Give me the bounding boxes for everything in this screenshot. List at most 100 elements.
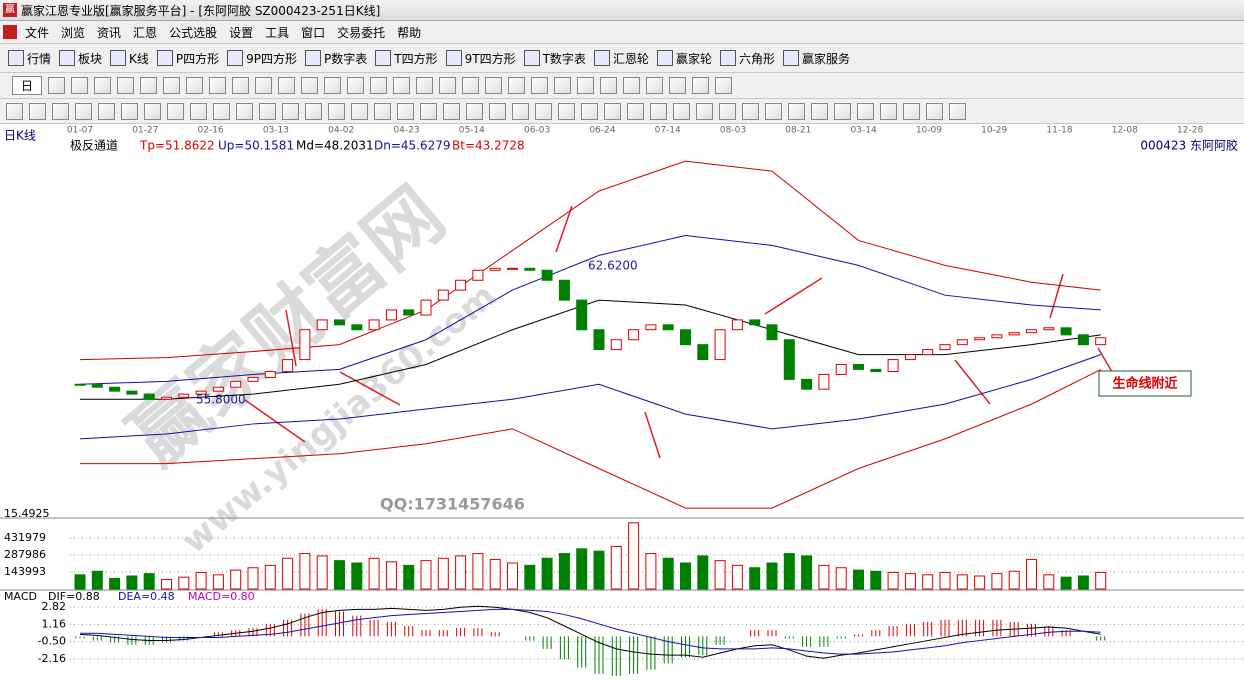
tool-icon[interactable]: [144, 102, 161, 120]
menu-item[interactable]: 交易委托: [337, 25, 386, 40]
volume-bar: [576, 548, 588, 590]
tool-icon[interactable]: [646, 77, 664, 94]
tool-icon[interactable]: [163, 77, 181, 94]
tool-icon[interactable]: [71, 77, 89, 94]
menu-item[interactable]: 窗口: [301, 25, 326, 40]
tool-icon[interactable]: [857, 102, 874, 120]
tool-icon[interactable]: [765, 102, 782, 120]
tool-icon[interactable]: [535, 102, 552, 120]
period-select[interactable]: 日: [12, 76, 43, 95]
toolbar-button[interactable]: 汇恩轮: [593, 50, 649, 67]
menu-item[interactable]: 浏览: [61, 25, 86, 40]
tool-icon[interactable]: [75, 102, 92, 120]
tool-icon[interactable]: [696, 102, 713, 120]
indicator-header: 极反通道 Tp=51.8622 Up=50.1581 Md=48.2031 Dn=45.…: [70, 139, 525, 153]
tool-icon[interactable]: [117, 77, 135, 94]
toolbar-button[interactable]: T数字表: [523, 50, 586, 67]
tool-icon[interactable]: [186, 77, 204, 94]
volume-bar: [1060, 576, 1072, 590]
tool-icon[interactable]: [558, 102, 575, 120]
tool-icon[interactable]: [485, 77, 503, 94]
tool-icon[interactable]: [949, 102, 966, 120]
tool-icon[interactable]: [416, 77, 434, 94]
tool-icon[interactable]: [305, 102, 322, 120]
tool-icon[interactable]: [213, 102, 230, 120]
tool-icon[interactable]: [788, 102, 805, 120]
menu-item[interactable]: 文件: [25, 25, 50, 40]
tool-icon[interactable]: [903, 102, 920, 120]
tool-icon[interactable]: [232, 77, 250, 94]
toolbar-button[interactable]: 六角形: [719, 50, 775, 67]
tool-icon[interactable]: [397, 102, 414, 120]
toolbar-button[interactable]: 赢家轮: [656, 50, 712, 67]
tool-icon[interactable]: [140, 77, 158, 94]
tool-icon[interactable]: [489, 102, 506, 120]
tool-icon[interactable]: [236, 102, 253, 120]
toolbar-button[interactable]: 9P四方形: [227, 50, 297, 67]
menu-item[interactable]: 资讯: [97, 25, 122, 40]
toolbar-button[interactable]: 赢家服务: [782, 50, 850, 67]
tool-icon[interactable]: [811, 102, 828, 120]
tool-icon[interactable]: [834, 102, 851, 120]
toolbar-button[interactable]: T四方形: [375, 50, 438, 67]
tool-icon[interactable]: [393, 77, 411, 94]
band-line: [80, 369, 1101, 509]
tool-icon[interactable]: [94, 77, 112, 94]
tool-icon[interactable]: [48, 77, 66, 94]
menu-item[interactable]: 帮助: [397, 25, 422, 40]
tool-icon[interactable]: [370, 77, 388, 94]
tool-icon[interactable]: [52, 102, 69, 120]
tool-icon[interactable]: [29, 102, 46, 120]
tool-icon[interactable]: [650, 102, 667, 120]
tool-icon[interactable]: [328, 102, 345, 120]
tool-icon[interactable]: [462, 77, 480, 94]
tool-icon[interactable]: [673, 102, 690, 120]
tool-icon[interactable]: [282, 102, 299, 120]
tool-icon[interactable]: [351, 102, 368, 120]
tool-icon[interactable]: [324, 77, 342, 94]
tool-icon[interactable]: [531, 77, 549, 94]
tool-icon[interactable]: [259, 102, 276, 120]
tool-icon[interactable]: [577, 77, 595, 94]
tool-icon[interactable]: [554, 77, 572, 94]
tool-icon[interactable]: [512, 102, 529, 120]
tool-icon[interactable]: [623, 77, 641, 94]
tool-icon[interactable]: [600, 77, 618, 94]
tool-icon[interactable]: [466, 102, 483, 120]
tool-icon[interactable]: [255, 77, 273, 94]
tool-icon[interactable]: [508, 77, 526, 94]
menu-item[interactable]: 汇恩: [133, 25, 158, 40]
menu-item[interactable]: 工具: [265, 25, 290, 40]
tool-icon[interactable]: [627, 102, 644, 120]
toolbar-button[interactable]: P四方形: [156, 50, 219, 67]
toolbar-button[interactable]: 板块: [59, 50, 102, 67]
tool-icon[interactable]: [439, 77, 457, 94]
tool-icon[interactable]: [880, 102, 897, 120]
toolbar-button[interactable]: K线: [110, 50, 149, 67]
tool-icon[interactable]: [121, 102, 138, 120]
tool-icon[interactable]: [167, 102, 184, 120]
toolbar-button[interactable]: P数字表: [305, 50, 367, 67]
tool-icon[interactable]: [692, 77, 710, 94]
menu-item[interactable]: 设置: [229, 25, 254, 40]
menu-item[interactable]: 公式选股: [169, 25, 218, 40]
tool-icon[interactable]: [347, 77, 365, 94]
tool-icon[interactable]: [443, 102, 460, 120]
tool-icon[interactable]: [719, 102, 736, 120]
tool-icon[interactable]: [209, 77, 227, 94]
toolbar-button[interactable]: 9T四方形: [445, 50, 516, 67]
tool-icon[interactable]: [374, 102, 391, 120]
tool-icon[interactable]: [581, 102, 598, 120]
tool-icon[interactable]: [742, 102, 759, 120]
tool-icon[interactable]: [190, 102, 207, 120]
tool-icon[interactable]: [926, 102, 943, 120]
tool-icon[interactable]: [301, 77, 319, 94]
toolbar-button[interactable]: 行情: [8, 50, 51, 67]
tool-icon[interactable]: [98, 102, 115, 120]
tool-icon[interactable]: [715, 77, 733, 94]
tool-icon[interactable]: [278, 77, 296, 94]
tool-icon[interactable]: [6, 102, 23, 120]
tool-icon[interactable]: [420, 102, 437, 120]
tool-icon[interactable]: [604, 102, 621, 120]
tool-icon[interactable]: [669, 77, 687, 94]
